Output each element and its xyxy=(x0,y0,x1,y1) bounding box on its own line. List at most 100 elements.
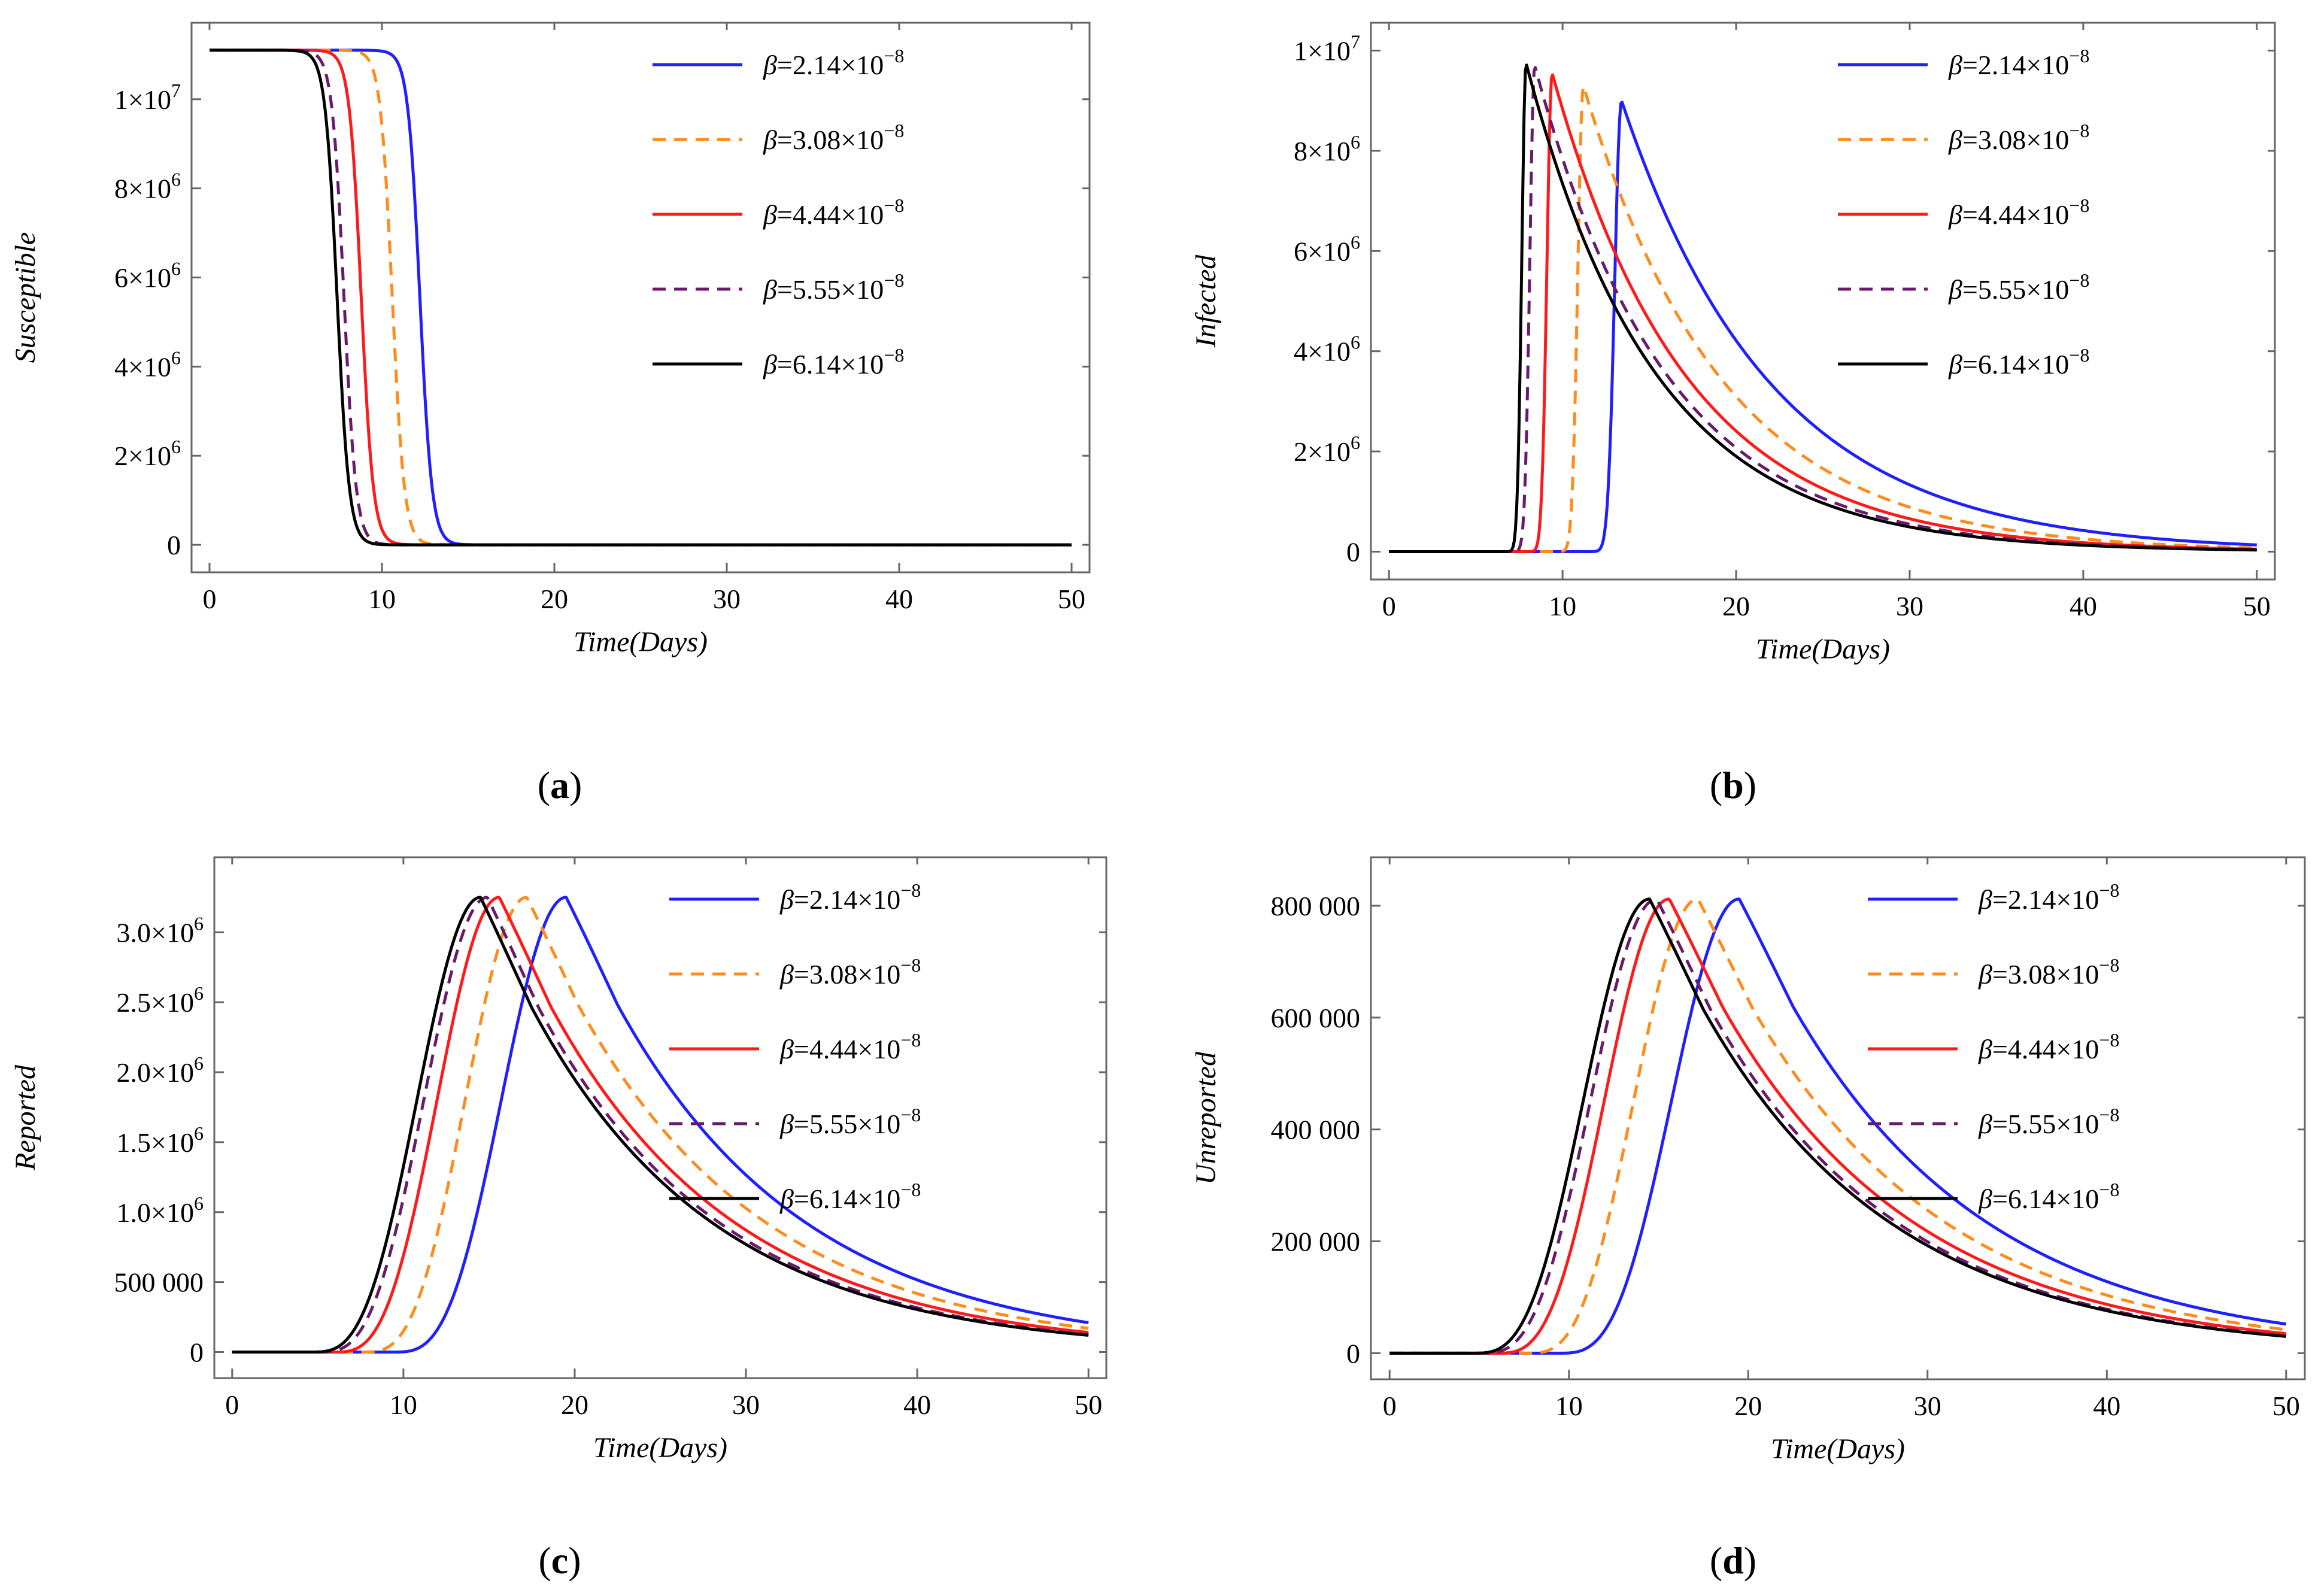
y-axis-title: Susceptible xyxy=(10,232,41,363)
x-tick-label: 20 xyxy=(561,1389,588,1420)
legend-label-3: β=5.55×10−8 xyxy=(763,269,904,305)
legend-label-4: β=6.14×10−8 xyxy=(763,344,904,380)
x-axis-title: Time(Days) xyxy=(574,626,708,658)
legend-label-3: β=5.55×10−8 xyxy=(1948,269,2089,305)
panel-b: 0 10 20 30 40 50 0 2×106 4×106 6×106 8×106 1×107 Tim… xyxy=(1190,22,2276,665)
x-tick-label: 10 xyxy=(368,584,396,614)
x-tick-label: 0 xyxy=(203,584,217,614)
x-tick-label: 0 xyxy=(1383,1391,1397,1421)
plot-frame xyxy=(190,22,1091,574)
x-tick-label: 40 xyxy=(903,1389,931,1420)
x-tick-label: 20 xyxy=(541,584,568,614)
y-axis-title: Reported xyxy=(10,1064,41,1171)
x-axis-title: Time(Days) xyxy=(1756,633,1890,665)
y-tick-label: 0 xyxy=(190,1337,204,1368)
x-axis-title: Time(Days) xyxy=(593,1432,727,1464)
legend-label-2: β=4.44×10−8 xyxy=(763,195,904,230)
legend-label-1: β=3.08×10−8 xyxy=(779,954,921,990)
y-tick-label: 3.0×106 xyxy=(117,912,204,948)
x-tick-label: 50 xyxy=(2243,591,2271,621)
legend-label-0: β=2.14×10−8 xyxy=(1948,45,2089,80)
series-line-4 xyxy=(1389,897,2287,1355)
legend-label-1: β=3.08×10−8 xyxy=(763,120,904,155)
x-tick-label: 0 xyxy=(1382,591,1396,621)
y-tick-label: 200 000 xyxy=(1271,1227,1361,1257)
x-tick-label: 10 xyxy=(1555,1391,1583,1421)
series-line-0 xyxy=(232,896,1089,1354)
legend-label-4: β=6.14×10−8 xyxy=(1978,1179,2119,1214)
series-line-0 xyxy=(1389,897,2287,1355)
y-tick-label: 6×106 xyxy=(1294,231,1360,266)
series-line-1 xyxy=(1388,85,2258,553)
series-line-1 xyxy=(209,48,1072,547)
y-tick-label: 2×106 xyxy=(1294,432,1360,467)
series-line-3 xyxy=(209,48,1072,547)
x-tick-label: 20 xyxy=(1734,1391,1762,1421)
x-tick-label: 30 xyxy=(1914,1391,1941,1421)
panel-c: 0 10 20 30 40 50 0 500 000 1.0×106 1.5×106 2.0×106… xyxy=(10,856,1108,1464)
caption-d: (d) xyxy=(1709,1539,1757,1582)
legend-label-3: β=5.55×10−8 xyxy=(1978,1104,2119,1139)
caption-a: (a) xyxy=(537,764,582,806)
y-tick-label: 1.0×106 xyxy=(117,1193,204,1228)
series-line-4 xyxy=(209,48,1072,547)
x-tick-label: 50 xyxy=(1075,1389,1102,1420)
y-tick-label: 0 xyxy=(167,530,181,560)
series-line-4 xyxy=(1388,63,2258,553)
panel-d: 0 10 20 30 40 50 0 200 000 400 000 600 000 800 000… xyxy=(1190,856,2306,1465)
y-axis-title: Infected xyxy=(1190,254,1222,348)
legend-label-0: β=2.14×10−8 xyxy=(763,45,904,80)
y-tick-label: 600 000 xyxy=(1271,1003,1361,1033)
x-tick-label: 30 xyxy=(732,1389,760,1420)
series-line-0 xyxy=(209,48,1072,547)
legend-label-2: β=4.44×10−8 xyxy=(1978,1029,2119,1064)
x-tick-label: 10 xyxy=(1549,591,1576,621)
y-axis-title: Unreported xyxy=(1190,1051,1222,1185)
legend-label-2: β=4.44×10−8 xyxy=(779,1029,921,1064)
x-tick-label: 50 xyxy=(2272,1391,2300,1421)
y-tick-label: 6×106 xyxy=(114,258,181,293)
series-line-1 xyxy=(1389,897,2287,1355)
y-tick-label: 2.5×106 xyxy=(117,982,204,1018)
x-tick-label: 0 xyxy=(225,1389,239,1420)
legend-label-0: β=2.14×10−8 xyxy=(779,879,921,915)
plot-frame xyxy=(1370,856,2306,1380)
legend-label-1: β=3.08×10−8 xyxy=(1948,120,2089,155)
series-line-2 xyxy=(1389,897,2287,1355)
y-tick-label: 400 000 xyxy=(1271,1115,1361,1145)
x-tick-label: 10 xyxy=(390,1389,417,1420)
caption-c: (c) xyxy=(538,1539,581,1582)
caption-b: (b) xyxy=(1709,764,1757,806)
y-tick-label: 1×107 xyxy=(114,80,181,115)
legend-label-0: β=2.14×10−8 xyxy=(1978,879,2119,915)
y-tick-label: 8×106 xyxy=(114,169,181,204)
y-tick-label: 1.5×106 xyxy=(117,1122,204,1158)
x-tick-label: 30 xyxy=(1896,591,1923,621)
legend-label-2: β=4.44×10−8 xyxy=(1948,195,2089,230)
y-tick-label: 1×107 xyxy=(1294,31,1360,66)
series-line-2 xyxy=(209,48,1072,547)
legend-label-4: β=6.14×10−8 xyxy=(1948,344,2089,380)
series-line-4 xyxy=(232,896,1089,1354)
series-line-2 xyxy=(232,896,1089,1354)
series-line-1 xyxy=(232,896,1089,1354)
x-tick-label: 40 xyxy=(885,584,913,614)
x-axis-title: Time(Days) xyxy=(1771,1433,1905,1465)
y-tick-label: 8×106 xyxy=(1294,131,1360,166)
y-tick-label: 0 xyxy=(1346,1338,1360,1369)
legend-label-4: β=6.14×10−8 xyxy=(779,1179,921,1214)
series-line-2 xyxy=(1388,73,2258,553)
y-tick-label: 4×106 xyxy=(1294,332,1360,367)
y-tick-label: 2.0×106 xyxy=(117,1052,204,1088)
x-tick-label: 50 xyxy=(1058,584,1085,614)
y-tick-label: 4×106 xyxy=(114,347,181,382)
legend-label-1: β=3.08×10−8 xyxy=(1978,954,2119,990)
y-tick-label: 0 xyxy=(1346,537,1360,568)
x-tick-label: 40 xyxy=(2093,1391,2120,1421)
y-tick-label: 500 000 xyxy=(114,1267,204,1298)
x-tick-label: 40 xyxy=(2070,591,2097,621)
series-line-0 xyxy=(1388,101,2258,553)
series-line-3 xyxy=(232,896,1089,1354)
plot-frame xyxy=(1370,22,2276,581)
